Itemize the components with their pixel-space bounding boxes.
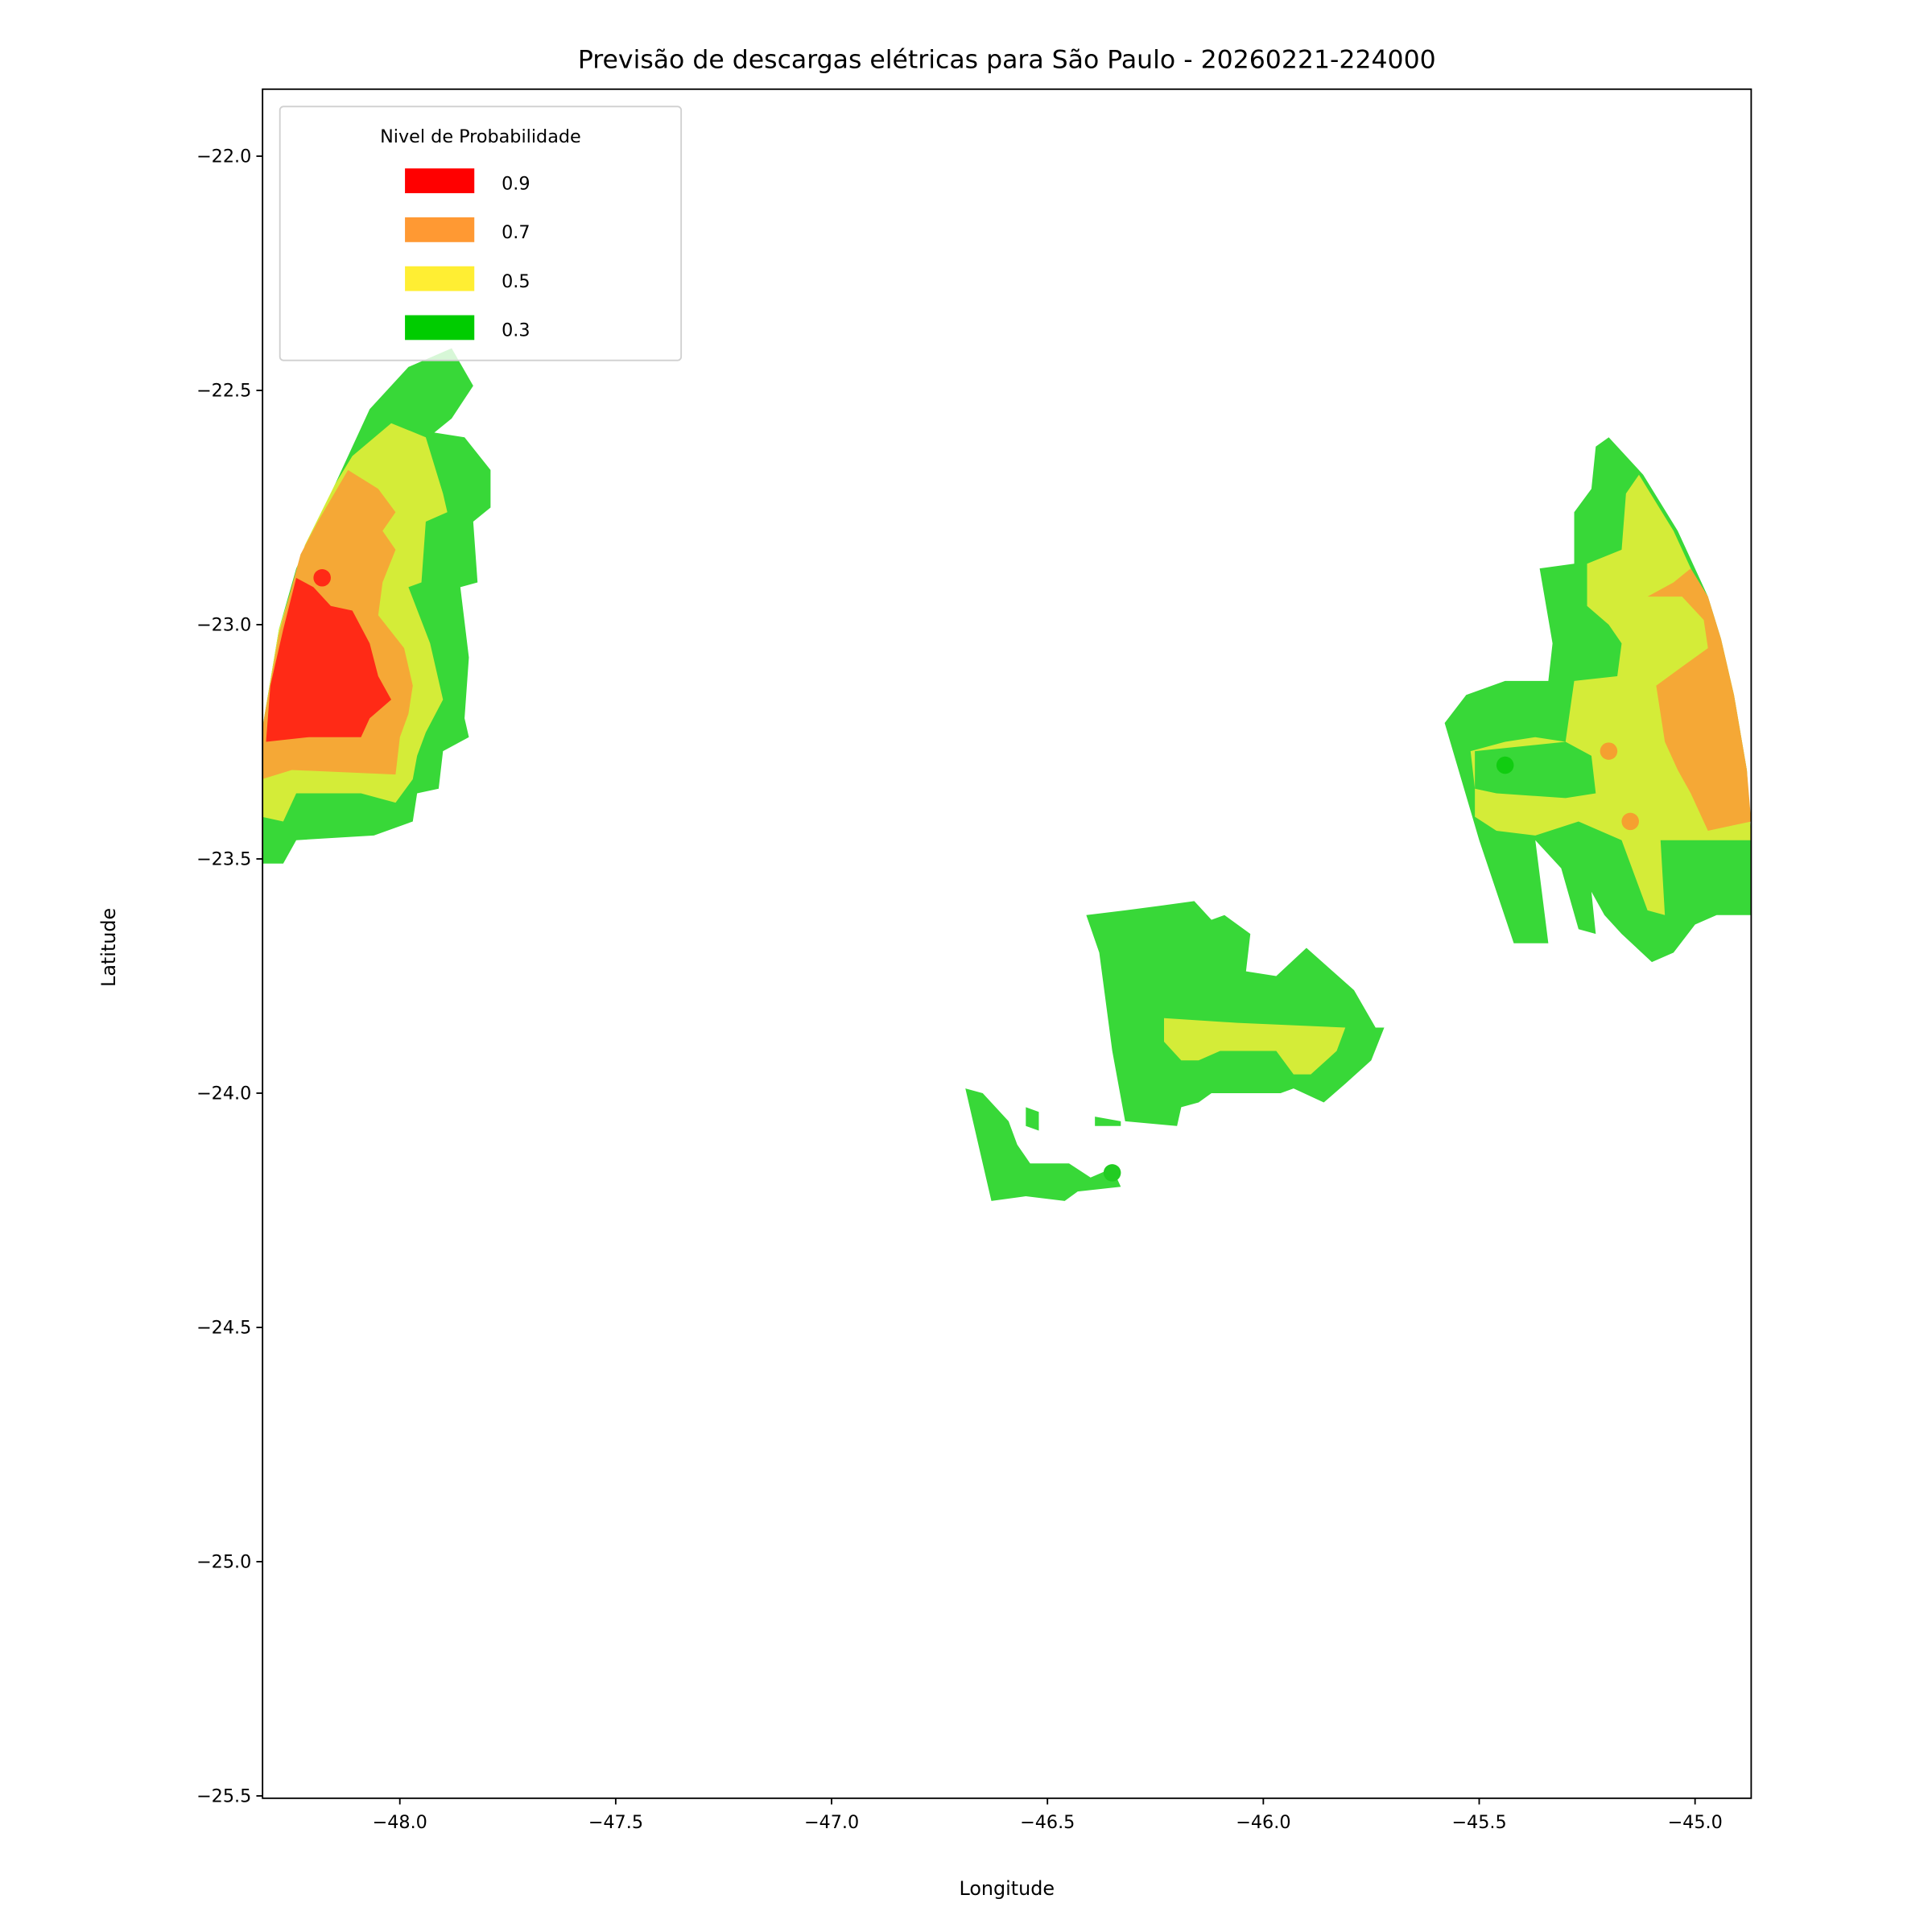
contour-region-0_5 [1164,1018,1346,1075]
legend-swatch-0_3 [405,315,475,341]
legend-label: 0.7 [502,222,530,243]
data-point [1600,742,1618,760]
axes-frame [262,88,1752,1799]
data-point [1496,756,1514,774]
y-axis-label: Latitude [97,908,120,987]
contour-region-0_9 [266,577,391,742]
legend: Nivel de Probabilidade 0.9 0.7 0.5 0.3 [279,105,683,361]
legend-swatch-0_5 [405,266,475,291]
contour-region-0_3 [965,1088,1121,1201]
legend-label: 0.5 [502,271,530,292]
contour-region-0_3 [1026,1107,1039,1131]
legend-swatch-0_9 [405,168,475,193]
y-tick-label: −24.5 [196,1318,251,1339]
chart-title: Previsão de descargas elétricas para São… [578,46,1436,75]
legend-swatch-0_7 [405,217,475,242]
contour-region-0_3 [1475,741,1596,799]
y-tick-label: −25.0 [196,1552,251,1573]
x-tick-label: −47.5 [588,1812,643,1833]
axes: −48.0 −47.5 −47.0 −46.5 −46.0 −45.5 −45.0 −22.0… [196,88,1752,1833]
legend-frame [279,105,683,361]
x-tick-label: −46.0 [1236,1812,1290,1833]
x-axis-label: Longitude [960,1877,1055,1900]
y-tick-label: −24.0 [196,1084,251,1104]
x-tick-label: −45.5 [1451,1812,1506,1833]
y-tick-label: −22.0 [196,147,251,167]
contour-layer [262,348,1752,1201]
y-tick-label: −23.5 [196,849,251,870]
plot-area [262,348,1752,1201]
x-tick-label: −46.5 [1020,1812,1075,1833]
y-tick-label: −22.5 [196,381,251,402]
y-tick-label: −23.0 [196,615,251,636]
contour-region-0_3 [1095,1117,1121,1126]
contour-region-0_7 [1647,568,1752,831]
legend-label: 0.3 [502,320,530,341]
data-point [313,569,331,587]
x-tick-label: −48.0 [373,1812,427,1833]
legend-title: Nivel de Probabilidade [380,126,581,147]
y-tick-label: −25.5 [196,1786,251,1807]
x-tick-label: −45.0 [1667,1812,1722,1833]
data-point [1621,812,1639,831]
legend-label: 0.9 [502,173,530,194]
data-point [1103,1164,1121,1182]
x-tick-label: −47.0 [804,1812,859,1833]
